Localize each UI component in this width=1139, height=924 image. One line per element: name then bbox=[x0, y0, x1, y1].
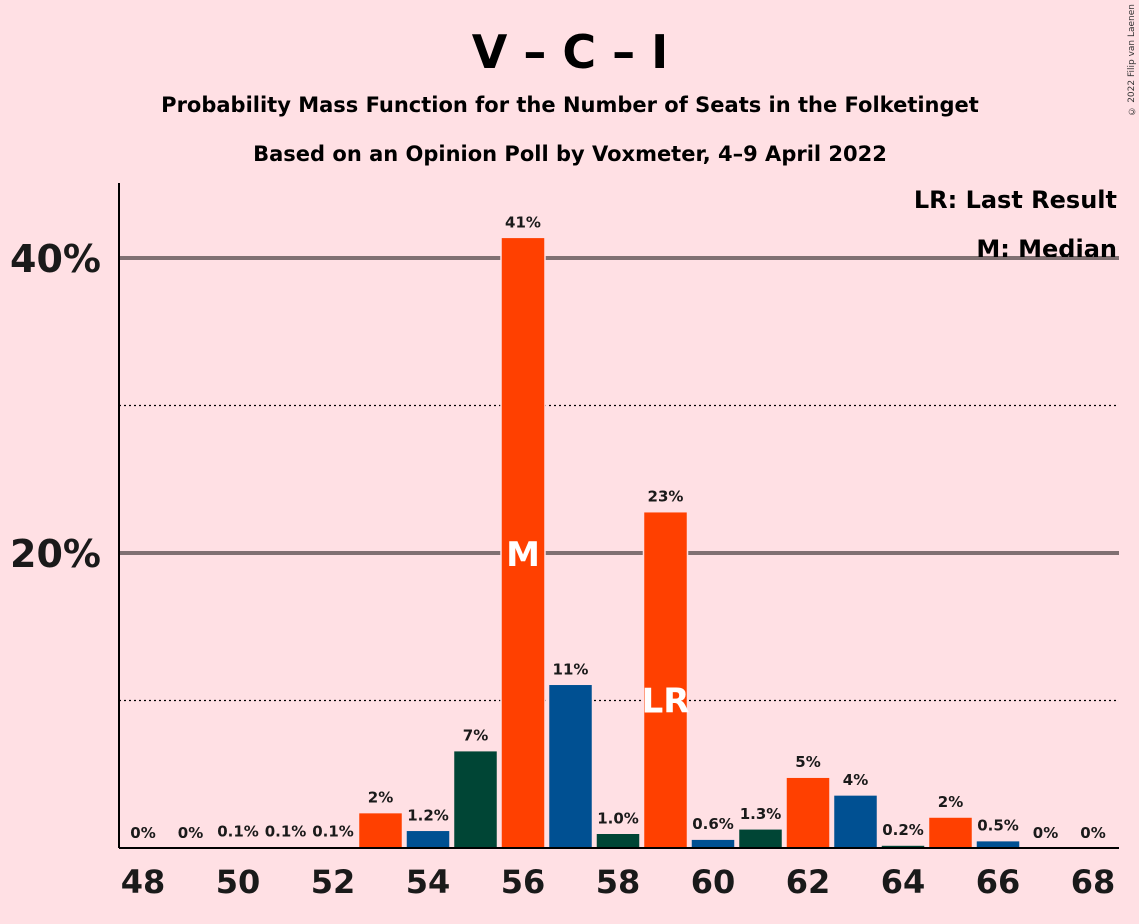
x-tick-66: 66 bbox=[976, 863, 1021, 901]
bar-label-52: 0.1% bbox=[312, 823, 354, 841]
bar-label-59: 23% bbox=[648, 488, 684, 506]
x-tick-62: 62 bbox=[786, 863, 831, 901]
bar-label-63: 4% bbox=[843, 771, 868, 789]
bar-label-55: 7% bbox=[463, 727, 488, 745]
bar-label-48: 0% bbox=[130, 824, 155, 842]
markers: M LR bbox=[503, 531, 689, 722]
bar-label-60: 0.6% bbox=[692, 815, 734, 833]
copyright-note: © 2022 Filip van Laenen bbox=[1127, 4, 1137, 116]
x-tick-54: 54 bbox=[406, 863, 451, 901]
x-tick-64: 64 bbox=[881, 863, 926, 901]
bar-label-58: 1.0% bbox=[597, 809, 639, 827]
bar-labels: 0% 0% 0.1% 0.1% 0.1% 2% 1.2% 7% 41% 11% 1.0% 23% 0.6… bbox=[130, 213, 1105, 842]
bar-label-66: 0.5% bbox=[977, 817, 1019, 835]
x-tick-labels: 48 50 52 54 56 58 60 62 64 66 68 bbox=[121, 863, 1116, 901]
chart-title: V – C – I bbox=[472, 25, 669, 79]
bar-54 bbox=[405, 829, 451, 849]
median-marker: M bbox=[506, 535, 540, 575]
bar-label-56: 41% bbox=[505, 213, 541, 231]
bar-55 bbox=[452, 749, 499, 849]
bar-label-57: 11% bbox=[553, 660, 589, 678]
median-marker-bg bbox=[503, 531, 543, 573]
bar-label-49: 0% bbox=[178, 824, 203, 842]
bar-58 bbox=[595, 832, 641, 849]
bar-62 bbox=[785, 776, 831, 849]
bars bbox=[215, 236, 1021, 849]
bar-label-65: 2% bbox=[938, 793, 963, 811]
last-result-marker: LR bbox=[642, 682, 690, 722]
bar-label-61: 1.3% bbox=[740, 805, 782, 823]
x-tick-60: 60 bbox=[691, 863, 736, 901]
axes bbox=[118, 183, 1119, 849]
y-tick-20: 20% bbox=[10, 532, 101, 576]
bar-59 bbox=[642, 510, 689, 849]
bar-label-68: 0% bbox=[1080, 824, 1105, 842]
chart-subtitle: Probability Mass Function for the Number… bbox=[161, 93, 979, 117]
y-tick-labels: 20% 40% bbox=[10, 237, 101, 576]
x-tick-68: 68 bbox=[1071, 863, 1116, 901]
bar-57 bbox=[547, 683, 594, 849]
x-tick-50: 50 bbox=[216, 863, 261, 901]
bar-63 bbox=[832, 794, 879, 849]
gridlines bbox=[119, 256, 1119, 702]
bar-66 bbox=[975, 839, 1021, 849]
y-tick-40: 40% bbox=[10, 237, 101, 281]
bar-label-62: 5% bbox=[795, 753, 820, 771]
x-tick-48: 48 bbox=[121, 863, 166, 901]
x-tick-58: 58 bbox=[596, 863, 641, 901]
bar-label-64: 0.2% bbox=[882, 821, 924, 839]
bar-label-51: 0.1% bbox=[265, 823, 307, 841]
bar-60 bbox=[690, 838, 736, 849]
legend-last-result: LR: Last Result bbox=[914, 186, 1117, 214]
bar-61 bbox=[737, 828, 784, 849]
bar-label-54: 1.2% bbox=[407, 806, 449, 824]
bar-label-67: 0% bbox=[1033, 824, 1058, 842]
legend-median: M: Median bbox=[976, 235, 1117, 263]
bar-65 bbox=[927, 816, 974, 849]
bar-53 bbox=[357, 811, 404, 849]
x-tick-56: 56 bbox=[501, 863, 546, 901]
bar-label-50: 0.1% bbox=[217, 823, 259, 841]
x-tick-52: 52 bbox=[311, 863, 356, 901]
bar-label-53: 2% bbox=[368, 789, 393, 807]
chart-subtitle-poll: Based on an Opinion Poll by Voxmeter, 4–… bbox=[253, 142, 887, 166]
